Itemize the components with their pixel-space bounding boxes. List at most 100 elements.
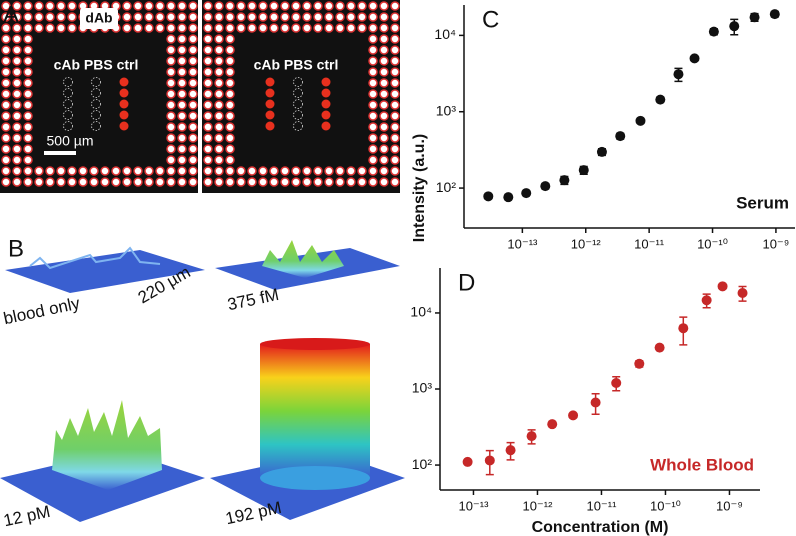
- array-spot: [265, 77, 275, 87]
- array-spot: [34, 1, 44, 11]
- array-spot: [12, 67, 22, 77]
- array-spot: [258, 177, 268, 187]
- array-spot: [335, 23, 345, 33]
- array-spot: [225, 166, 235, 176]
- array-spot: [280, 12, 290, 22]
- array-spot: [188, 89, 198, 99]
- array-spot: [236, 166, 246, 176]
- array-spot: [23, 122, 33, 132]
- array-spot: [155, 12, 165, 22]
- panel-label: C: [482, 6, 499, 33]
- array-spot: [265, 99, 275, 109]
- array-spot: [379, 56, 389, 66]
- data-point: [483, 191, 494, 202]
- array-spot: [293, 99, 303, 109]
- array-spot: [390, 45, 400, 55]
- array-spot: [166, 34, 176, 44]
- x-tick-label: 10⁻¹²: [522, 498, 553, 513]
- array-spot: [269, 1, 279, 11]
- data-point: [578, 165, 589, 176]
- array-spot: [56, 177, 66, 187]
- array-spot: [225, 100, 235, 110]
- array-spot: [166, 133, 176, 143]
- data-point: [484, 455, 495, 466]
- array-spot: [23, 67, 33, 77]
- array-spot: [177, 23, 187, 33]
- surface-signal: [260, 344, 370, 478]
- panel-a: [0, 0, 400, 193]
- array-spot: [12, 122, 22, 132]
- data-point: [717, 281, 728, 292]
- array-spot: [247, 12, 257, 22]
- array-spot: [166, 12, 176, 22]
- array-spot: [177, 100, 187, 110]
- array-spot: [291, 23, 301, 33]
- array-spot: [291, 12, 301, 22]
- array-spot: [390, 89, 400, 99]
- array-spot: [177, 12, 187, 22]
- array-spot: [379, 133, 389, 143]
- array-spot: [177, 78, 187, 88]
- array-spot: [390, 23, 400, 33]
- array-spot: [188, 78, 198, 88]
- array-spot: [280, 177, 290, 187]
- array-spot: [133, 1, 143, 11]
- array-spot: [214, 144, 224, 154]
- array-spot: [203, 89, 213, 99]
- array-spot: [214, 45, 224, 55]
- caption: 12 pM: [2, 502, 52, 530]
- array-spot: [177, 111, 187, 121]
- array-spot: [368, 89, 378, 99]
- array-spot: [1, 133, 11, 143]
- array-spot: [214, 133, 224, 143]
- array-spot: [1, 144, 11, 154]
- array-spot: [390, 78, 400, 88]
- array-spot: [188, 45, 198, 55]
- array-spot: [188, 133, 198, 143]
- array-spot: [23, 111, 33, 121]
- array-spot: [122, 1, 132, 11]
- array-spot: [166, 177, 176, 187]
- data-point: [708, 26, 719, 37]
- array-spot: [56, 1, 66, 11]
- array-spot: [23, 45, 33, 55]
- array-spot: [144, 177, 154, 187]
- array-spot: [313, 177, 323, 187]
- array-spot: [188, 100, 198, 110]
- array-spot: [368, 67, 378, 77]
- array-spot: [122, 12, 132, 22]
- array-spot: [12, 34, 22, 44]
- dab-label: dAb: [85, 10, 112, 26]
- y-tick-label: 10²: [412, 456, 433, 472]
- array-spot: [368, 23, 378, 33]
- surface-signal: [260, 466, 370, 490]
- array-spot: [12, 78, 22, 88]
- array-spot: [225, 177, 235, 187]
- array-spot: [324, 23, 334, 33]
- array-spot: [390, 12, 400, 22]
- array-spot: [188, 12, 198, 22]
- array-spot: [177, 1, 187, 11]
- array-spot: [203, 78, 213, 88]
- array-spot: [122, 177, 132, 187]
- array-spot: [258, 1, 268, 11]
- array-spot: [379, 23, 389, 33]
- array-spot: [368, 111, 378, 121]
- array-spot: [390, 155, 400, 165]
- data-point: [503, 192, 514, 203]
- array-spot: [144, 12, 154, 22]
- array-spot: [188, 23, 198, 33]
- array-spot: [23, 144, 33, 154]
- array-spot: [324, 12, 334, 22]
- array-spot: [225, 45, 235, 55]
- array-spot: [122, 23, 132, 33]
- array-spot: [225, 122, 235, 132]
- array-spot: [1, 23, 11, 33]
- array-spot: [203, 12, 213, 22]
- array-spot: [23, 34, 33, 44]
- array-spot: [1, 67, 11, 77]
- array-spot: [1, 12, 11, 22]
- array-spot: [269, 177, 279, 187]
- array-spot: [321, 99, 331, 109]
- array-spot: [188, 155, 198, 165]
